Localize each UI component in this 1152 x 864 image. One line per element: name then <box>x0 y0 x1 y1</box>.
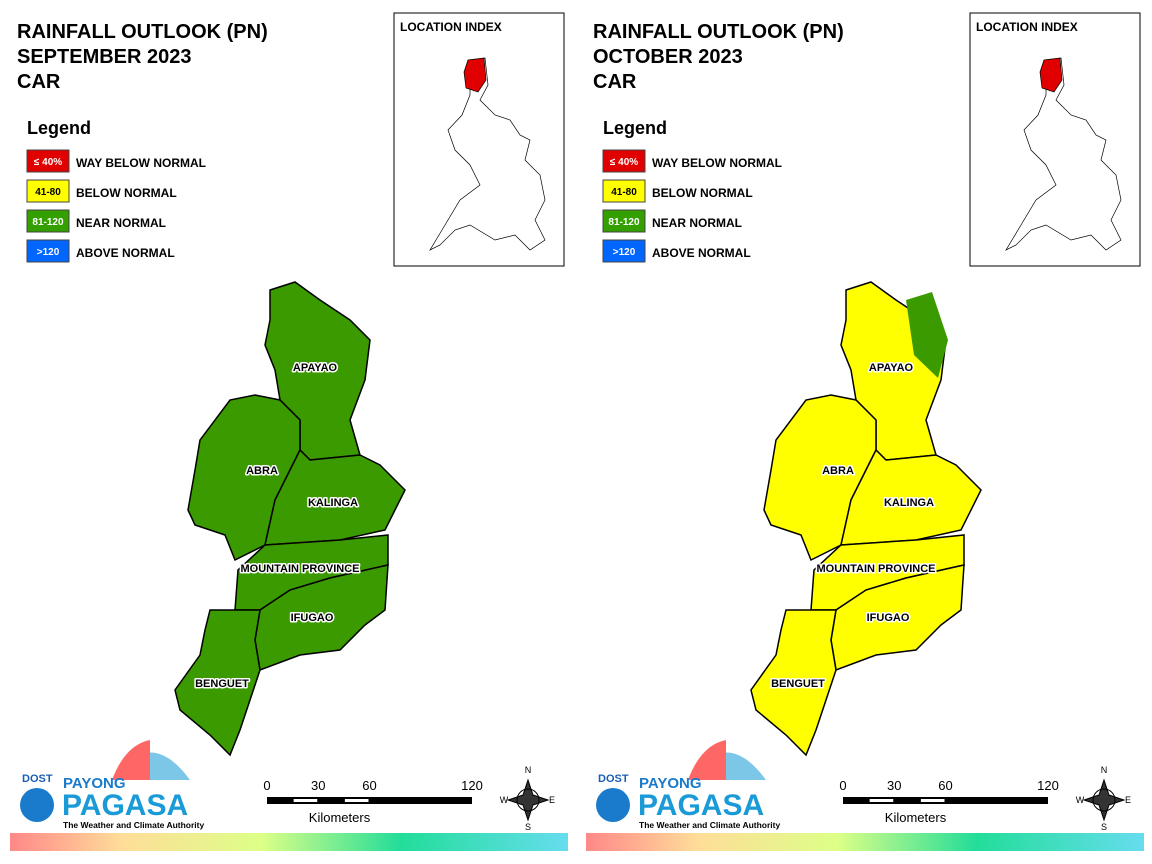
logo-tagline: The Weather and Climate Authority <box>63 820 204 830</box>
legend-range: ≤ 40% <box>610 157 638 168</box>
scale-label: 120 <box>461 778 483 793</box>
logo-dost: DOST <box>22 773 53 785</box>
legend-label: ABOVE NORMAL <box>76 246 175 260</box>
legend-swatch <box>26 209 70 233</box>
inset-map <box>429 57 546 251</box>
scale-seg <box>920 799 945 802</box>
inset-car <box>463 57 487 93</box>
logo-payong: PAYONG <box>639 775 702 792</box>
scale-seg <box>344 799 369 802</box>
logo-pagasa: PAGASA <box>638 789 764 822</box>
panel: RAINFALL OUTLOOK (PN) OCTOBER 2023 CAR Lege… <box>586 12 1144 851</box>
province-label: ABRA <box>822 465 854 477</box>
compass-letter: E <box>1125 795 1131 805</box>
legend-range: >120 <box>613 247 636 258</box>
scale-label: 120 <box>1037 778 1059 793</box>
legend-swatch <box>602 179 646 203</box>
province <box>750 609 837 757</box>
scale-label: 60 <box>362 778 376 793</box>
province <box>174 609 261 757</box>
legend-swatch <box>602 209 646 233</box>
legend-label: NEAR NORMAL <box>652 216 742 230</box>
legend-range: 81-120 <box>32 217 64 228</box>
logo-umbrella-left <box>112 740 150 780</box>
legend-range: >120 <box>37 247 60 258</box>
province-label: IFUGAO <box>291 612 334 624</box>
legend-swatch <box>602 149 646 173</box>
logo-sun <box>20 788 54 822</box>
province-label: APAYAO <box>869 362 914 374</box>
title-line: OCTOBER 2023 <box>593 46 743 68</box>
province-label: BENGUET <box>195 678 249 690</box>
title-line: RAINFALL OUTLOOK (PN) <box>593 21 844 43</box>
logo-dost: DOST <box>598 773 629 785</box>
compass-letter: W <box>500 795 509 805</box>
compass-letter: E <box>549 795 555 805</box>
legend-range: 41-80 <box>611 187 637 198</box>
compass-ring <box>1092 788 1116 812</box>
scale-unit: Kilometers <box>309 810 371 825</box>
inset-map <box>1005 57 1122 251</box>
logo-pagasa: PAGASA <box>62 789 188 822</box>
legend-swatch <box>26 149 70 173</box>
inset-title: LOCATION INDEX <box>400 20 502 34</box>
scale-label: 0 <box>263 778 270 793</box>
color-band <box>10 833 568 851</box>
title-line: CAR <box>17 71 61 93</box>
compass-rose <box>1082 778 1126 822</box>
panel: RAINFALL OUTLOOK (PN) SEPTEMBER 2023 CAR Le… <box>10 12 568 851</box>
scale-label: 60 <box>938 778 952 793</box>
scale-label: 30 <box>311 778 325 793</box>
compass-letter: S <box>1101 822 1107 832</box>
scale-label: 0 <box>839 778 846 793</box>
legend-label: BELOW NORMAL <box>652 186 753 200</box>
scale-seg <box>869 799 894 802</box>
scale-bar <box>267 797 472 804</box>
province-label: KALINGA <box>884 497 934 509</box>
inset-title: LOCATION INDEX <box>976 20 1078 34</box>
scale-seg <box>293 799 318 802</box>
color-band <box>586 833 1144 851</box>
province-zone <box>906 292 948 378</box>
province-label: APAYAO <box>293 362 338 374</box>
legend-range: 81-120 <box>608 217 640 228</box>
legend-range: ≤ 40% <box>34 157 62 168</box>
logo-tagline: The Weather and Climate Authority <box>639 820 780 830</box>
province-label: MOUNTAIN PROVINCE <box>241 563 360 575</box>
scale-bar <box>843 797 1048 804</box>
inset-car <box>1039 57 1063 93</box>
legend-label: NEAR NORMAL <box>76 216 166 230</box>
logo-sun <box>596 788 630 822</box>
province-label: BENGUET <box>771 678 825 690</box>
compass-letter: S <box>525 822 531 832</box>
title-line: SEPTEMBER 2023 <box>17 46 192 68</box>
scale-unit: Kilometers <box>885 810 947 825</box>
title-line: RAINFALL OUTLOOK (PN) <box>17 21 268 43</box>
compass-letter: W <box>1076 795 1085 805</box>
legend-label: BELOW NORMAL <box>76 186 177 200</box>
legend-label: WAY BELOW NORMAL <box>76 156 206 170</box>
legend-range: 41-80 <box>35 187 61 198</box>
title-line: CAR <box>593 71 637 93</box>
legend-label: ABOVE NORMAL <box>652 246 751 260</box>
compass-rose <box>506 778 550 822</box>
province-label: KALINGA <box>308 497 358 509</box>
legend-label: WAY BELOW NORMAL <box>652 156 782 170</box>
logo-payong: PAYONG <box>63 775 126 792</box>
province-label: IFUGAO <box>867 612 910 624</box>
legend-title: Legend <box>603 118 667 138</box>
compass-letter: N <box>1101 765 1108 775</box>
compass-ring <box>516 788 540 812</box>
legend-title: Legend <box>27 118 91 138</box>
legend-swatch <box>602 239 646 263</box>
logo-umbrella-left <box>688 740 726 780</box>
scale-label: 30 <box>887 778 901 793</box>
legend-swatch <box>26 179 70 203</box>
province-label: ABRA <box>246 465 278 477</box>
province-label: MOUNTAIN PROVINCE <box>817 563 936 575</box>
legend-swatch <box>26 239 70 263</box>
compass-letter: N <box>525 765 532 775</box>
